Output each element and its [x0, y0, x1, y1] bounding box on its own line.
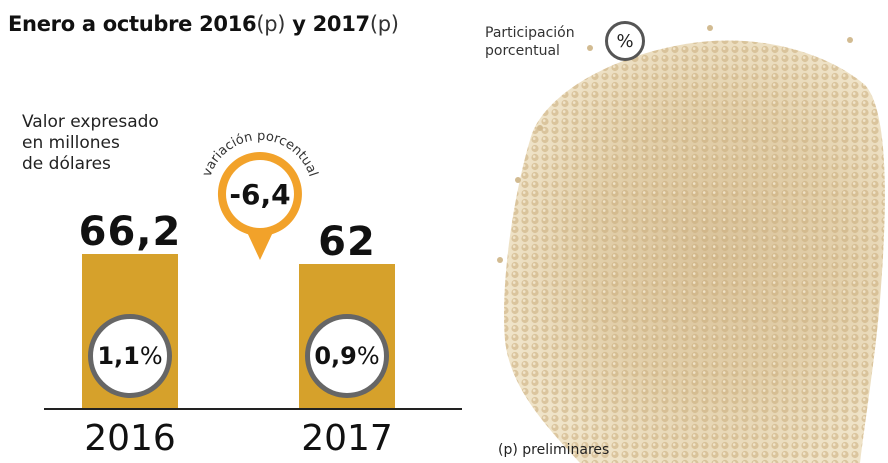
x-axis-line [44, 408, 462, 410]
share-unit: % [139, 342, 163, 370]
quinoa-image [497, 25, 885, 463]
variation-badge: variación porcentual -6,4 [200, 132, 320, 260]
legend-percent-circle: % [605, 21, 645, 61]
unit-label-line: de dólares [22, 154, 111, 174]
bar-value-label: 62 [318, 218, 376, 265]
x-tick-label: 2016 [84, 418, 176, 459]
bar-value-label: 66,2 [78, 209, 182, 255]
share-unit: % [356, 342, 380, 370]
x-tick-label: 2017 [301, 418, 393, 459]
share-value: 0,9 [314, 342, 357, 370]
share-circle: 0,9% [305, 314, 389, 398]
footnote: (p) preliminares [498, 442, 610, 458]
variation-value: -6,4 [229, 178, 290, 211]
share-circle: 1,1% [88, 314, 172, 398]
chart-title: Enero a octubre 2016(p) y 2017(p) [8, 12, 399, 36]
unit-label-line: Valor expresado [22, 112, 159, 132]
unit-label: Valor expresado en millones de dólares [22, 112, 159, 175]
legend-label: Participación porcentual [485, 25, 575, 59]
unit-label-line: en millones [22, 133, 120, 153]
share-value: 1,1 [97, 342, 140, 370]
